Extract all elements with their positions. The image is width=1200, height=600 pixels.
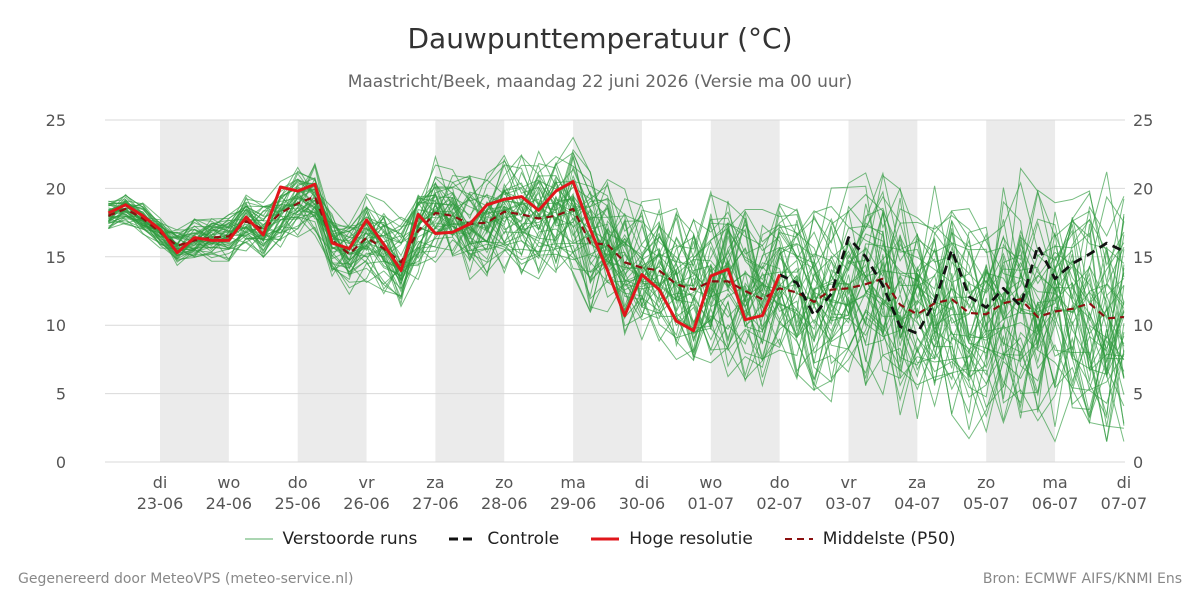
- x-tick-day: do: [288, 473, 308, 492]
- x-tick-date: 27-06: [412, 494, 459, 513]
- x-tick-date: 25-06: [274, 494, 321, 513]
- legend-median-label: Middelste (P50): [822, 529, 956, 549]
- legend-median-swatch: [784, 538, 813, 540]
- x-tick-date: 28-06: [481, 494, 528, 513]
- x-tick-date: 26-06: [343, 494, 390, 513]
- x-tick-date: 06-07: [1032, 494, 1079, 513]
- y-tick-label-right: 10: [1133, 316, 1153, 335]
- x-tick-date: 03-07: [825, 494, 872, 513]
- perturbed-run-line: [108, 154, 1125, 294]
- legend: Verstoorde runs Controle Hoge resolutie …: [0, 529, 1200, 549]
- perturbed-run-line: [108, 181, 1125, 321]
- legend-control: Controle: [449, 529, 559, 549]
- shaded-day-band: [297, 120, 367, 462]
- x-tick-day: ma: [1042, 473, 1067, 492]
- legend-perturbed-label: Verstoorde runs: [282, 529, 418, 549]
- x-tick-date: 05-07: [963, 494, 1010, 513]
- y-tick-label-left: 10: [46, 316, 66, 335]
- legend-high-res-swatch: [591, 537, 620, 541]
- x-tick-date: 24-06: [206, 494, 253, 513]
- x-tick-day: vr: [359, 473, 375, 492]
- perturbed-run-line: [108, 177, 1125, 384]
- y-tick-label-right: 20: [1133, 179, 1153, 198]
- y-tick-label-left: 20: [46, 179, 66, 198]
- y-axis-right: 0 5 10 15 20 25: [1133, 111, 1153, 472]
- y-axis-left: 0 5 10 15 20 25: [46, 111, 66, 472]
- chart-title: Dauwpunttemperatuur (°C): [407, 22, 793, 55]
- x-tick-date: 30-06: [619, 494, 666, 513]
- perturbed-run-line: [108, 150, 1125, 329]
- perturbed-run-line: [108, 200, 1125, 443]
- footer-generated-by: Gegenereerd door MeteoVPS (meteo-service…: [18, 571, 354, 587]
- legend-perturbed-swatch: [244, 538, 273, 540]
- legend-high-res: Hoge resolutie: [591, 529, 753, 549]
- chart-subtitle: Maastricht/Beek, maandag 22 juni 2026 (V…: [347, 72, 853, 92]
- x-tick-day: wo: [217, 473, 240, 492]
- main-series: [107, 180, 1125, 335]
- x-tick-day: vr: [840, 473, 856, 492]
- x-tick-day: di: [153, 473, 168, 492]
- x-tick-day: za: [426, 473, 444, 492]
- high-res-line: [107, 180, 781, 333]
- perturbed-run-line: [108, 203, 1125, 434]
- x-tick-date: 23-06: [137, 494, 184, 513]
- x-tick-date: 01-07: [688, 494, 735, 513]
- shaded-day-band: [160, 120, 229, 462]
- legend-control-swatch: [449, 537, 478, 541]
- x-tick-day: di: [635, 473, 650, 492]
- y-tick-label-right: 25: [1133, 111, 1153, 130]
- perturbed-run-line: [108, 202, 1125, 413]
- y-tick-label-right: 0: [1133, 453, 1143, 472]
- perturbed-run-line: [108, 148, 1125, 308]
- x-tick-day: za: [908, 473, 926, 492]
- x-tick-date: 07-07: [1101, 494, 1148, 513]
- y-tick-label-right: 15: [1133, 248, 1153, 267]
- median-line: [107, 195, 1124, 320]
- legend-perturbed: Verstoorde runs: [244, 529, 418, 549]
- x-tick-day: di: [1117, 473, 1132, 492]
- perturbed-run-line: [108, 187, 1125, 359]
- x-axis: di 23-06 wo 24-06 do 25-06 vr 26-06 za 27-06 zo 28-…: [137, 473, 1147, 513]
- x-tick-day: do: [770, 473, 790, 492]
- legend-high-res-label: Hoge resolutie: [629, 529, 753, 549]
- x-tick-date: 04-07: [894, 494, 941, 513]
- x-tick-day: zo: [977, 473, 995, 492]
- y-tick-label-left: 15: [46, 248, 66, 267]
- y-tick-label-left: 25: [46, 111, 66, 130]
- x-tick-day: ma: [560, 473, 585, 492]
- y-tick-label-right: 5: [1133, 385, 1143, 404]
- x-tick-day: wo: [699, 473, 722, 492]
- x-tick-date: 29-06: [550, 494, 597, 513]
- legend-control-label: Controle: [487, 529, 560, 549]
- y-tick-label-left: 0: [56, 453, 66, 472]
- x-tick-date: 02-07: [756, 494, 803, 513]
- control-line: [779, 236, 1125, 335]
- y-tick-label-left: 5: [56, 385, 66, 404]
- x-tick-day: zo: [495, 473, 513, 492]
- footer-source: Bron: ECMWF AIFS/KNMI Ens: [982, 571, 1182, 587]
- legend-median: Middelste (P50): [784, 529, 956, 549]
